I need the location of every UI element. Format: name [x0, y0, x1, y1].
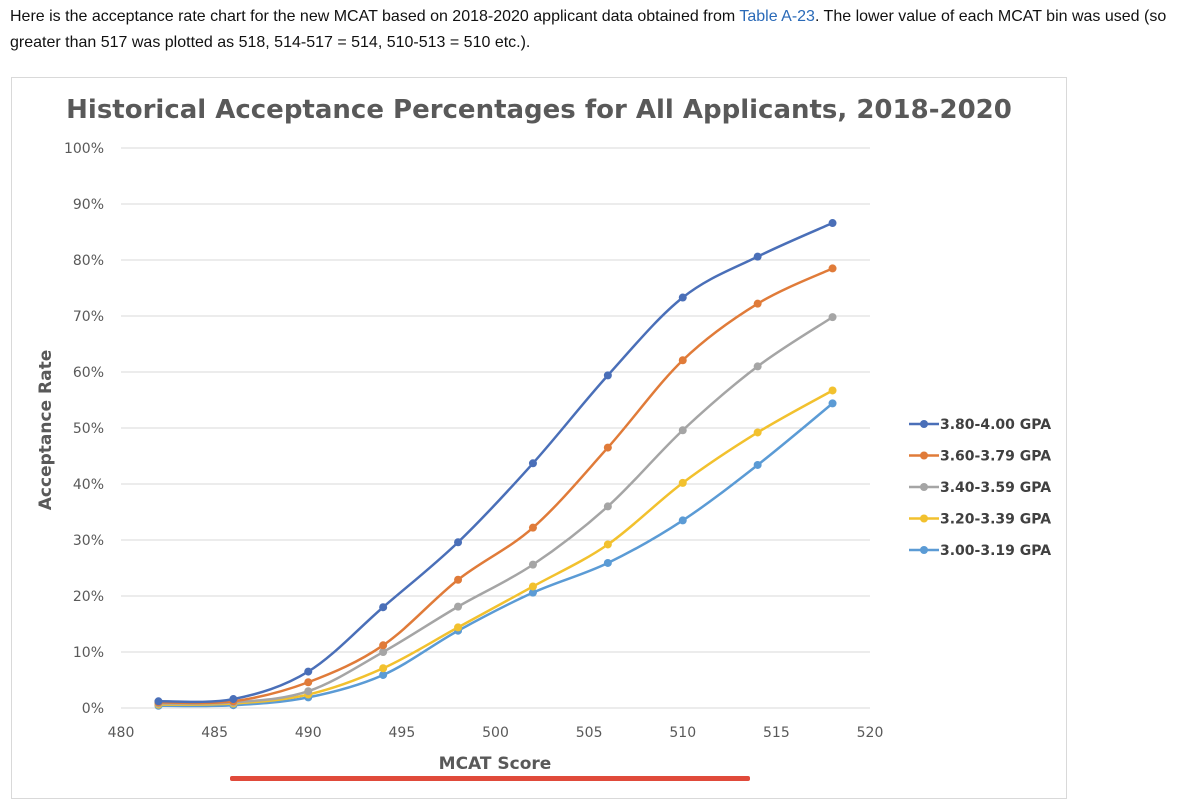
legend-entry-1: 3.80-4.00 GPA: [909, 417, 1051, 433]
data-point-s1-x494: [379, 603, 388, 612]
data-point-s3-x502: [528, 560, 537, 569]
data-point-s4-x502: [528, 582, 537, 591]
legend-marker-4: [920, 514, 928, 523]
legend-entry-2: 3.60-3.79 GPA: [909, 449, 1051, 465]
x-tick-label-495: 495: [389, 725, 416, 741]
legend-marker-3: [920, 483, 928, 491]
y-tick-label-0: 0%: [82, 701, 104, 717]
y-tick-label-40: 40%: [73, 477, 104, 493]
legend-marker-5: [920, 546, 928, 554]
data-point-s3-x510: [678, 426, 687, 435]
data-point-s2-x494: [379, 641, 388, 650]
intro-text-end: . The lower value of each MCAT bin was u…: [10, 8, 1167, 51]
table-a23-link[interactable]: Table A-23: [739, 8, 815, 25]
intro-paragraph: Here is the acceptance rate chart for th…: [10, 4, 1195, 56]
y-tick-label-20: 20%: [73, 589, 104, 605]
x-tick-label-515: 515: [763, 725, 790, 741]
data-point-s5-x502: [528, 588, 537, 597]
data-point-s2-x498: [454, 575, 463, 584]
x-tick-label-510: 510: [669, 725, 696, 741]
legend-entry-4: 3.20-3.39 GPA: [909, 512, 1051, 528]
data-point-s1-x518: [828, 219, 837, 228]
data-point-s3-x514: [753, 362, 762, 371]
chart-title: Historical Acceptance Percentages for Al…: [66, 95, 1012, 125]
data-point-s1-x510: [678, 293, 687, 302]
data-point-s2-x510: [678, 356, 687, 365]
data-point-s3-x518: [828, 313, 837, 322]
data-point-s2-x518: [828, 264, 837, 273]
chart-image: Historical Acceptance Percentages for Al…: [11, 77, 1067, 799]
legend-label-3: 3.40-3.59 GPA: [940, 480, 1051, 496]
x-tick-label-480: 480: [108, 725, 135, 741]
legend-marker-2: [920, 451, 928, 460]
data-point-s1-x486: [229, 695, 238, 704]
data-point-s1-x482: [154, 697, 163, 706]
data-point-s3-x494: [379, 648, 388, 656]
x-tick-label-520: 520: [857, 725, 884, 741]
data-point-s2-x506: [603, 443, 612, 452]
intro-text-start: Here is the acceptance rate chart for th…: [10, 8, 740, 25]
series-line-3: [158, 316, 834, 705]
x-tick-label-500: 500: [482, 725, 509, 741]
data-point-s3-x506: [603, 502, 612, 511]
data-point-s1-x498: [454, 538, 463, 547]
x-tick-label-490: 490: [295, 725, 322, 741]
legend-label-2: 3.60-3.79 GPA: [940, 449, 1051, 465]
data-point-s4-x494: [379, 664, 388, 673]
y-axis-title: Acceptance Rate: [36, 350, 56, 510]
data-point-s5-x518: [828, 399, 837, 408]
legend-entry-3: 3.40-3.59 GPA: [909, 480, 1051, 496]
data-point-s4-x514: [753, 428, 762, 437]
y-tick-label-60: 60%: [73, 365, 104, 381]
y-tick-label-90: 90%: [73, 197, 104, 213]
series-2: [154, 264, 837, 707]
data-point-s5-x514: [753, 460, 762, 469]
data-point-s2-x490: [304, 678, 313, 687]
data-point-s4-x498: [454, 623, 463, 632]
series-4: [154, 386, 837, 709]
data-point-s1-x502: [528, 459, 537, 468]
data-point-s2-x514: [753, 299, 762, 308]
acceptance-rate-chart: Historical Acceptance Percentages for Al…: [36, 95, 1051, 774]
x-tick-label-505: 505: [576, 725, 603, 741]
y-tick-label-50: 50%: [73, 421, 104, 437]
series-1: [154, 219, 837, 706]
data-point-s1-x514: [753, 252, 762, 261]
legend-label-5: 3.00-3.19 GPA: [940, 543, 1051, 559]
y-tick-label-80: 80%: [73, 253, 104, 269]
series-line-1: [158, 221, 834, 704]
y-tick-label-10: 10%: [73, 645, 104, 661]
cropped-caption-strip: [230, 776, 750, 781]
data-point-s5-x510: [678, 516, 687, 525]
series-line-5: [158, 402, 834, 708]
y-tick-label-30: 30%: [73, 533, 104, 549]
series-line-4: [158, 389, 834, 706]
data-point-s4-x518: [828, 386, 837, 395]
data-point-s5-x494: [379, 670, 388, 679]
data-point-s1-x490: [304, 667, 313, 676]
data-point-s1-x506: [603, 371, 612, 380]
data-point-s4-x510: [678, 478, 687, 487]
data-point-s5-x506: [603, 558, 612, 567]
legend-label-1: 3.80-4.00 GPA: [940, 417, 1051, 433]
data-point-s3-x498: [454, 602, 463, 611]
y-tick-label-100: 100%: [64, 141, 104, 157]
series-line-2: [158, 267, 834, 705]
legend-label-4: 3.20-3.39 GPA: [940, 512, 1051, 528]
legend-marker-1: [920, 420, 928, 428]
x-axis-title: MCAT Score: [439, 754, 552, 774]
data-point-s3-x490: [304, 687, 313, 696]
data-point-s4-x506: [603, 540, 612, 549]
y-tick-label-70: 70%: [73, 309, 104, 325]
data-point-s2-x502: [528, 523, 537, 532]
legend-entry-5: 3.00-3.19 GPA: [909, 543, 1051, 559]
x-tick-label-485: 485: [201, 725, 228, 741]
